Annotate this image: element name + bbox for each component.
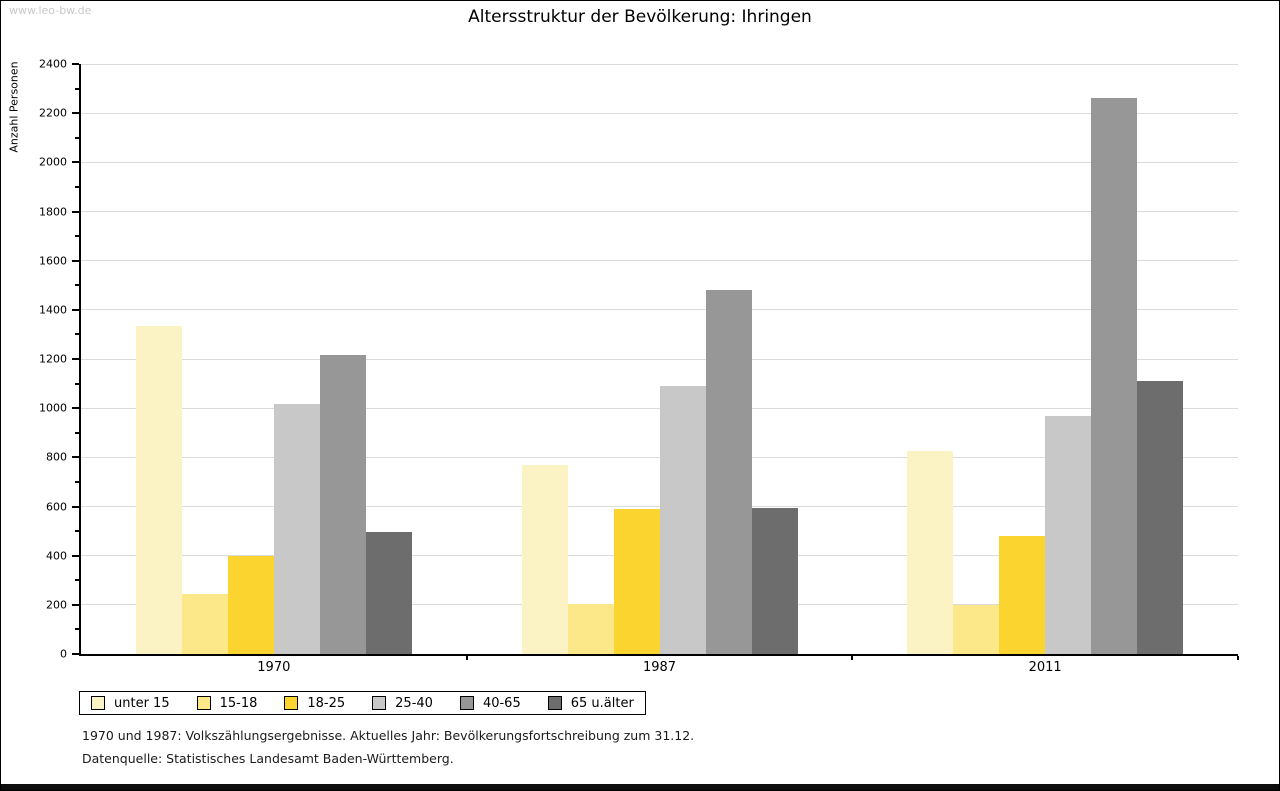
bar-1987-unter 15 — [521, 464, 568, 654]
bottom-border-bar — [1, 784, 1279, 790]
y-tick-major — [72, 63, 79, 65]
y-tick-minor — [75, 87, 79, 90]
plot-area: 0 200 400 600 800 1000 1200 1400 1600 1800 2000 220… — [39, 58, 1239, 675]
y-tick-major — [72, 259, 79, 262]
legend-swatch — [459, 696, 474, 710]
legend-label: 15-18 — [219, 695, 258, 711]
x-axis-line — [79, 654, 1238, 656]
y-tick-major — [72, 603, 79, 606]
x-boundary-tick — [465, 656, 468, 660]
bar-1970-65 u.älter — [365, 532, 412, 654]
y-tick-minor — [75, 628, 79, 631]
y-tick-label: 1600 — [39, 254, 67, 268]
legend-label: 65 u.älter — [570, 695, 634, 711]
bar-1970-40-65 — [319, 355, 366, 654]
x-category-label: 1987 — [642, 660, 677, 675]
y-tick-label: 1200 — [39, 352, 67, 366]
legend-item: 65 u.älter — [547, 695, 634, 711]
legend-swatch — [547, 696, 562, 710]
y-tick-minor — [75, 136, 79, 139]
footer-note-dataquelle: Datenquelle: Statistisches Landesamt Bad… — [82, 751, 454, 766]
legend-item: 15-18 — [196, 695, 258, 711]
y-tick-label: 1400 — [39, 303, 67, 317]
legend-swatch — [372, 696, 387, 710]
y-tick-major — [72, 505, 79, 508]
x-category-label: 2011 — [1028, 660, 1062, 675]
legend: unter 15 15-18 18-25 25-40 40-65 65 u.älter — [79, 691, 646, 715]
bar-1970-unter 15 — [135, 325, 182, 654]
gridline — [81, 309, 1238, 311]
footer-note-sources: 1970 und 1987: Volkszählungsergebnisse. … — [82, 728, 695, 743]
bar-1970-18-25 — [227, 555, 274, 654]
bar-2011-18-25 — [999, 536, 1046, 654]
y-tick-major — [72, 308, 79, 311]
y-tick-label: 400 — [46, 549, 67, 563]
y-tick-major — [72, 210, 79, 213]
bar-1987-18-25 — [613, 508, 660, 654]
x-boundary-tick — [1237, 656, 1239, 660]
y-tick-major — [72, 358, 79, 360]
bar-2011-40-65 — [1091, 98, 1138, 654]
gridline — [81, 112, 1238, 114]
legend-item: 18-25 — [284, 696, 345, 711]
gridline — [81, 211, 1238, 212]
y-tick-minor — [75, 382, 79, 385]
y-tick-major — [72, 554, 79, 557]
legend-item: 40-65 — [459, 695, 521, 711]
legend-label: 25-40 — [395, 695, 433, 711]
y-tick-major — [72, 653, 79, 655]
bar-2011-25-40 — [1045, 415, 1092, 654]
bar-2011-unter 15 — [907, 451, 954, 654]
y-tick-minor — [75, 530, 79, 533]
y-tick-minor — [75, 480, 79, 483]
y-tick-label: 0 — [60, 647, 67, 661]
x-boundary-tick — [851, 656, 854, 660]
y-tick-label: 2400 — [39, 57, 67, 71]
y-tick-major — [72, 407, 79, 410]
y-tick-minor — [75, 431, 79, 434]
gridline — [81, 358, 1238, 360]
legend-label: 18-25 — [307, 695, 346, 711]
y-tick-label: 2200 — [39, 106, 67, 120]
watermark: www.leo-bw.de — [9, 4, 92, 17]
y-tick-label: 2000 — [39, 155, 67, 169]
bar-1987-15-18 — [567, 603, 614, 654]
y-tick-major — [72, 456, 79, 459]
bar-2011-65 u.älter — [1137, 381, 1184, 654]
gridline — [81, 161, 1238, 163]
legend-swatch — [284, 696, 299, 710]
bar-1987-65 u.älter — [751, 507, 798, 654]
y-tick-label: 600 — [46, 500, 67, 513]
gridline — [81, 63, 1238, 65]
legend-label: 40-65 — [482, 695, 521, 711]
y-tick-label: 200 — [46, 598, 67, 612]
gridline — [81, 260, 1238, 262]
y-tick-label: 800 — [46, 450, 67, 464]
y-tick-label: 1800 — [39, 205, 67, 218]
bar-1970-15-18 — [181, 593, 228, 654]
y-tick-minor — [75, 185, 79, 188]
bar-1970-25-40 — [273, 404, 320, 654]
bar-2011-15-18 — [953, 604, 1000, 654]
y-axis-line — [79, 64, 81, 656]
y-axis-title: Anzahl Personen — [7, 61, 21, 153]
y-tick-label: 1000 — [39, 401, 67, 415]
legend-item: 25-40 — [372, 696, 433, 711]
legend-label: unter 15 — [114, 695, 170, 711]
y-tick-minor — [75, 235, 79, 238]
y-tick-major — [72, 161, 79, 164]
bar-1987-40-65 — [705, 290, 752, 654]
y-tick-minor — [75, 579, 79, 582]
bar-1987-25-40 — [659, 386, 706, 654]
legend-item: unter 15 — [91, 696, 170, 711]
chart-title: Altersstruktur der Bevölkerung: Ihringen — [468, 7, 812, 27]
y-tick-major — [72, 112, 79, 115]
y-tick-minor — [75, 333, 79, 336]
x-category-label: 1970 — [257, 660, 291, 675]
legend-swatch — [91, 696, 105, 710]
y-tick-minor — [75, 284, 79, 287]
legend-swatch — [196, 696, 211, 710]
